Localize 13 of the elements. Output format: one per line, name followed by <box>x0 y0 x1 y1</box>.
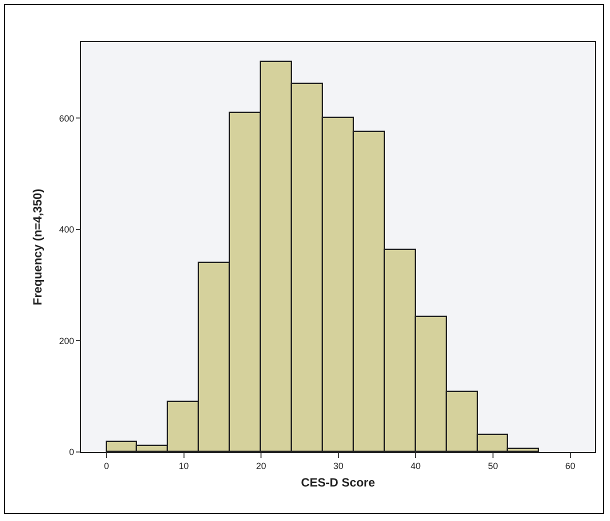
x-tick-label: 40 <box>410 460 421 471</box>
x-tick-label: 10 <box>178 460 189 471</box>
x-tick-label: 30 <box>333 460 344 471</box>
x-tick-label: 50 <box>488 460 498 471</box>
y-tick-label: 0 <box>69 447 74 458</box>
y-tick-label: 600 <box>59 113 74 124</box>
x-tick-label: 0 <box>104 460 110 471</box>
y-axis-title: Frequency (n=4,350) <box>30 188 44 306</box>
x-tick-label: 20 <box>256 460 266 471</box>
x-axis-title: CES-D Score <box>300 476 376 490</box>
x-tick-label: 60 <box>565 460 576 471</box>
y-tick-label: 200 <box>59 336 74 346</box>
y-tick-label: 400 <box>59 224 74 235</box>
